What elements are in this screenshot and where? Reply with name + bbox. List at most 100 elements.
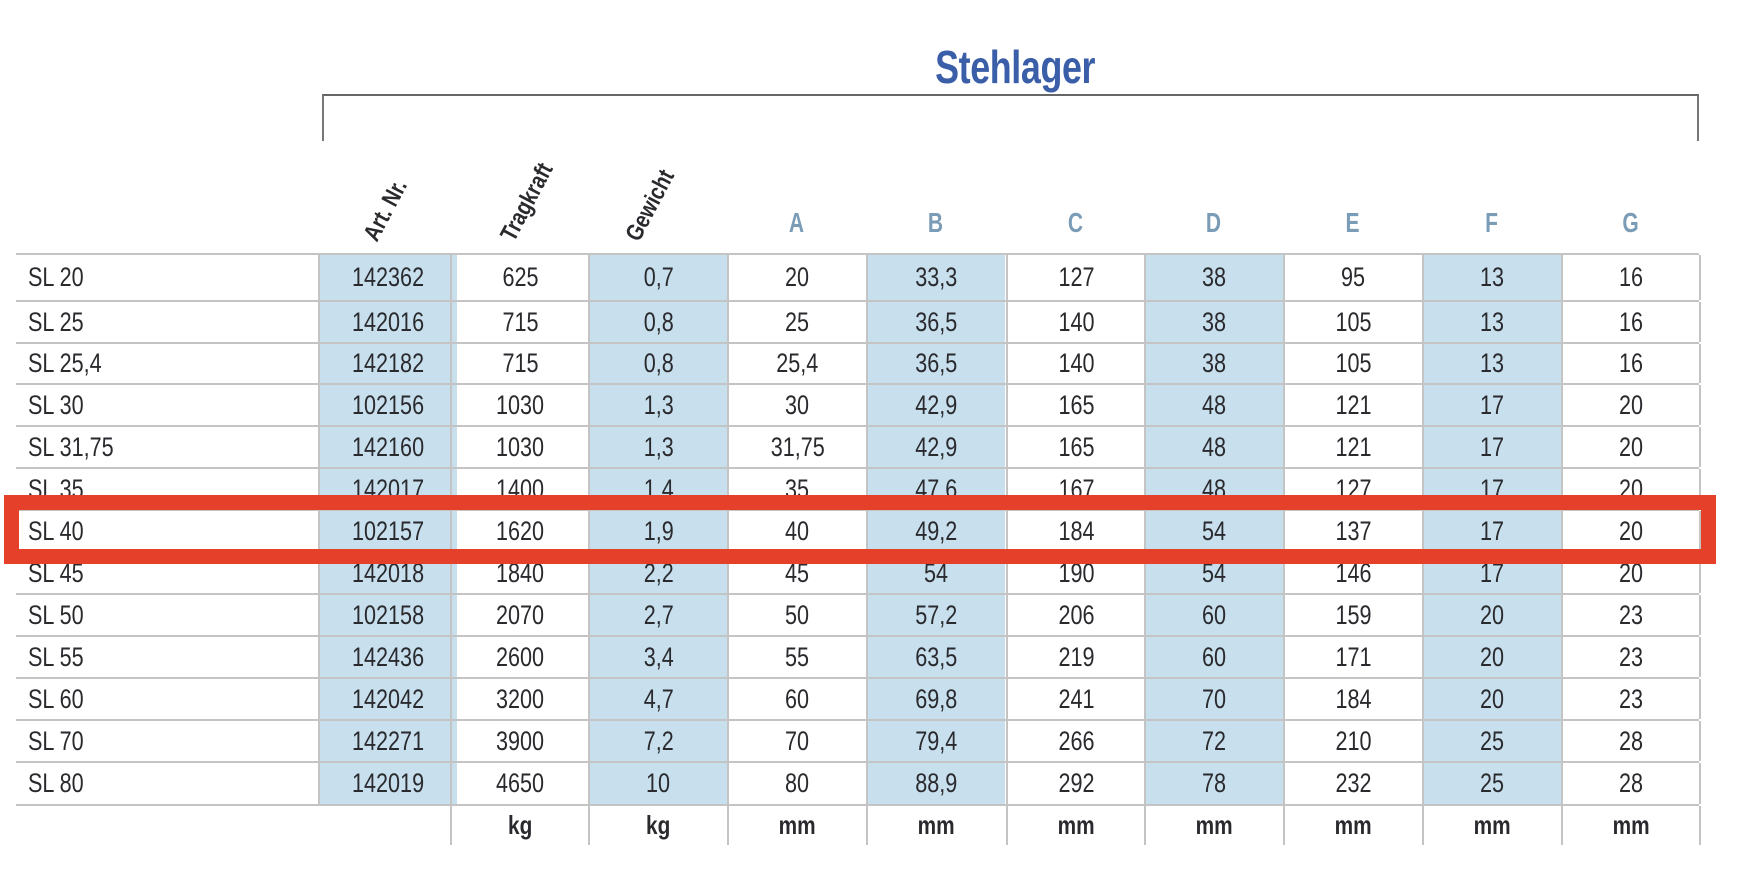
cell-d: 72 [1144,721,1283,761]
row-label: SL 80 [28,768,84,798]
cell-d: 38 [1144,255,1283,300]
row-label: SL 50 [28,600,84,630]
row-label: SL 70 [28,726,84,756]
row-label: SL 20 [28,262,84,292]
cell-c: 140 [1006,344,1145,383]
cell-b: 42,9 [866,427,1005,467]
cell-c: 190 [1006,553,1145,593]
row-label: SL 60 [28,684,84,714]
cell-art-nr: 142016 [318,302,457,342]
cell-b: 79,4 [866,721,1005,761]
cell-c: 140 [1006,302,1145,342]
unit-c: mm [1006,806,1145,845]
unit-b: mm [866,806,1005,845]
table-row: SL 50 102158 2070 2,7 50 57,2 206 60 159 20 23 [16,593,1701,635]
cell-a: 20 [727,255,866,300]
cell-d: 54 [1144,553,1283,593]
cell-e: 121 [1283,427,1422,467]
cell-b: 36,5 [866,302,1005,342]
cell-tragkraft: 625 [450,255,589,300]
cell-c: 184 [1006,511,1145,551]
cell-art-nr: 142017 [318,469,457,509]
cell-art-nr: 142436 [318,637,457,677]
cell-e: 121 [1283,385,1422,425]
cell-f: 17 [1422,427,1561,467]
cell-gewicht: 0,8 [588,302,727,342]
cell-art-nr: 142160 [318,427,457,467]
cell-art-nr: 102157 [318,511,457,551]
cell-f: 25 [1422,721,1561,761]
cell-a: 70 [727,721,866,761]
cell-art-nr: 102158 [318,595,457,635]
table-row: SL 60 142042 3200 4,7 60 69,8 241 70 184 20 23 [16,677,1701,719]
cell-gewicht: 4,7 [588,679,727,719]
cell-c: 165 [1006,385,1145,425]
cell-c: 219 [1006,637,1145,677]
table-row: SL 55 142436 2600 3,4 55 63,5 219 60 171 20 23 [16,635,1701,677]
cell-tragkraft: 2600 [450,637,589,677]
cell-f: 13 [1422,344,1561,383]
unit-a: mm [727,806,866,845]
row-label: SL 31,75 [28,432,114,462]
cell-e: 95 [1283,255,1422,300]
cell-tragkraft: 2070 [450,595,589,635]
table-row: SL 30 102156 1030 1,3 30 42,9 165 48 121 17 20 [16,383,1701,425]
cell-gewicht: 1,3 [588,385,727,425]
cell-e: 171 [1283,637,1422,677]
cell-tragkraft: 4650 [450,763,589,804]
cell-d: 38 [1144,344,1283,383]
cell-e: 105 [1283,344,1422,383]
column-header-d: D [1205,207,1222,238]
cell-g: 20 [1561,385,1701,425]
cell-tragkraft: 1620 [450,511,589,551]
cell-e: 127 [1283,469,1422,509]
cell-gewicht: 10 [588,763,727,804]
cell-tragkraft: 1840 [450,553,589,593]
unit-f: mm [1422,806,1561,845]
row-label: SL 35 [28,474,84,504]
cell-c: 127 [1006,255,1145,300]
cell-a: 25,4 [727,344,866,383]
cell-art-nr: 142271 [318,721,457,761]
cell-f: 17 [1422,511,1561,551]
cell-f: 20 [1422,679,1561,719]
cell-f: 25 [1422,763,1561,804]
cell-d: 38 [1144,302,1283,342]
column-header-gewicht: Gewicht [620,165,681,246]
cell-f: 13 [1422,255,1561,300]
cell-f: 20 [1422,637,1561,677]
cell-art-nr: 142362 [318,255,457,300]
table-row: SL 25 142016 715 0,8 25 36,5 140 38 105 13 16 [16,300,1701,342]
table-row: SL 70 142271 3900 7,2 70 79,4 266 72 210 25 28 [16,719,1701,761]
cell-d: 48 [1144,385,1283,425]
cell-b: 49,2 [866,511,1005,551]
cell-d: 48 [1144,427,1283,467]
cell-art-nr: 142019 [318,763,457,804]
cell-gewicht: 1,4 [588,469,727,509]
table-row: SL 45 142018 1840 2,2 45 54 190 54 146 17 20 [16,551,1701,593]
column-header-e: E [1345,207,1360,238]
cell-e: 159 [1283,595,1422,635]
table-row: SL 25,4 142182 715 0,8 25,4 36,5 140 38 105 13 16 [16,342,1701,383]
table-row: SL 31,75 142160 1030 1,3 31,75 42,9 165 48 121 17… [16,425,1701,467]
table-title: Stehlager [935,41,1096,93]
cell-art-nr: 142182 [318,344,457,383]
row-label: SL 55 [28,642,84,672]
cell-g: 28 [1561,721,1701,761]
cell-d: 54 [1144,511,1283,551]
cell-gewicht: 2,2 [588,553,727,593]
unit-gewicht: kg [588,806,727,845]
cell-b: 42,9 [866,385,1005,425]
cell-e: 137 [1283,511,1422,551]
cell-a: 60 [727,679,866,719]
cell-a: 45 [727,553,866,593]
cell-g: 23 [1561,637,1701,677]
cell-tragkraft: 1030 [450,427,589,467]
cell-d: 60 [1144,637,1283,677]
column-header-b: B [927,207,944,238]
cell-e: 146 [1283,553,1422,593]
cell-b: 47,6 [866,469,1005,509]
column-header-g: G [1622,207,1639,238]
cell-gewicht: 7,2 [588,721,727,761]
cell-g: 20 [1561,427,1701,467]
